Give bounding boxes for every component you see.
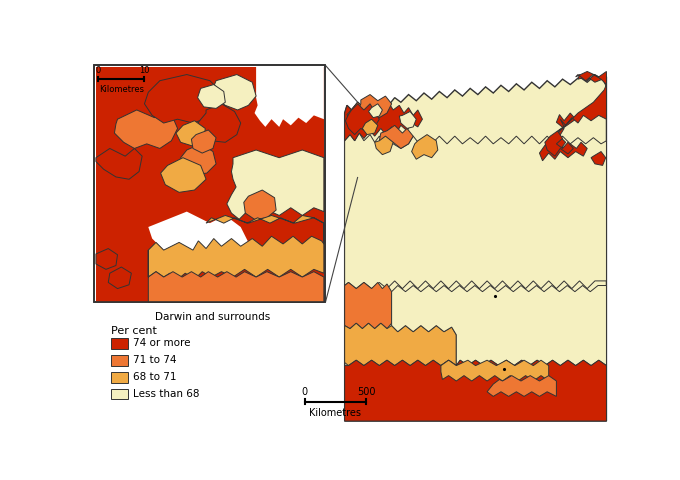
Polygon shape xyxy=(198,84,225,108)
Polygon shape xyxy=(345,133,607,288)
Polygon shape xyxy=(362,119,378,134)
Polygon shape xyxy=(96,67,324,302)
Polygon shape xyxy=(545,72,607,156)
Polygon shape xyxy=(399,111,416,129)
Polygon shape xyxy=(148,212,248,265)
Polygon shape xyxy=(213,74,256,110)
Text: 0: 0 xyxy=(301,387,307,397)
Text: 10: 10 xyxy=(139,66,150,74)
Polygon shape xyxy=(345,360,607,421)
Polygon shape xyxy=(441,360,549,381)
Polygon shape xyxy=(392,286,607,366)
Polygon shape xyxy=(199,104,241,142)
Polygon shape xyxy=(254,67,324,127)
Polygon shape xyxy=(148,216,324,279)
Polygon shape xyxy=(192,130,216,153)
Bar xyxy=(95,65,326,302)
Polygon shape xyxy=(243,190,276,219)
Text: Less than 68: Less than 68 xyxy=(133,389,199,399)
Polygon shape xyxy=(176,121,205,146)
Text: 74 or more: 74 or more xyxy=(133,338,190,348)
Text: Kilometres: Kilometres xyxy=(309,408,361,418)
Polygon shape xyxy=(108,267,131,288)
Polygon shape xyxy=(227,150,324,219)
Bar xyxy=(112,372,129,383)
Polygon shape xyxy=(347,101,375,125)
Polygon shape xyxy=(487,376,556,396)
Polygon shape xyxy=(144,74,222,123)
Bar xyxy=(95,65,326,302)
Polygon shape xyxy=(358,95,392,118)
Polygon shape xyxy=(345,101,422,141)
Text: 0: 0 xyxy=(96,66,101,74)
Bar xyxy=(112,389,129,399)
Polygon shape xyxy=(96,148,142,179)
Polygon shape xyxy=(411,134,438,159)
Polygon shape xyxy=(591,152,606,166)
Polygon shape xyxy=(539,74,607,161)
Polygon shape xyxy=(96,249,118,269)
Polygon shape xyxy=(375,136,393,155)
Polygon shape xyxy=(160,158,206,192)
Text: Darwin and surrounds: Darwin and surrounds xyxy=(155,312,270,322)
Text: Per cent: Per cent xyxy=(112,325,157,336)
Text: 71 to 74: 71 to 74 xyxy=(133,355,176,365)
Polygon shape xyxy=(345,282,392,329)
Text: 68 to 71: 68 to 71 xyxy=(133,372,176,382)
Polygon shape xyxy=(345,77,607,421)
Bar xyxy=(112,355,129,366)
Polygon shape xyxy=(148,250,324,302)
Polygon shape xyxy=(369,104,382,118)
Polygon shape xyxy=(345,323,456,366)
Polygon shape xyxy=(181,144,216,175)
Polygon shape xyxy=(114,110,177,148)
Bar xyxy=(112,338,129,348)
Polygon shape xyxy=(379,125,413,148)
Text: Kilometres: Kilometres xyxy=(99,85,144,94)
Text: 500: 500 xyxy=(357,387,375,397)
Polygon shape xyxy=(345,104,379,134)
